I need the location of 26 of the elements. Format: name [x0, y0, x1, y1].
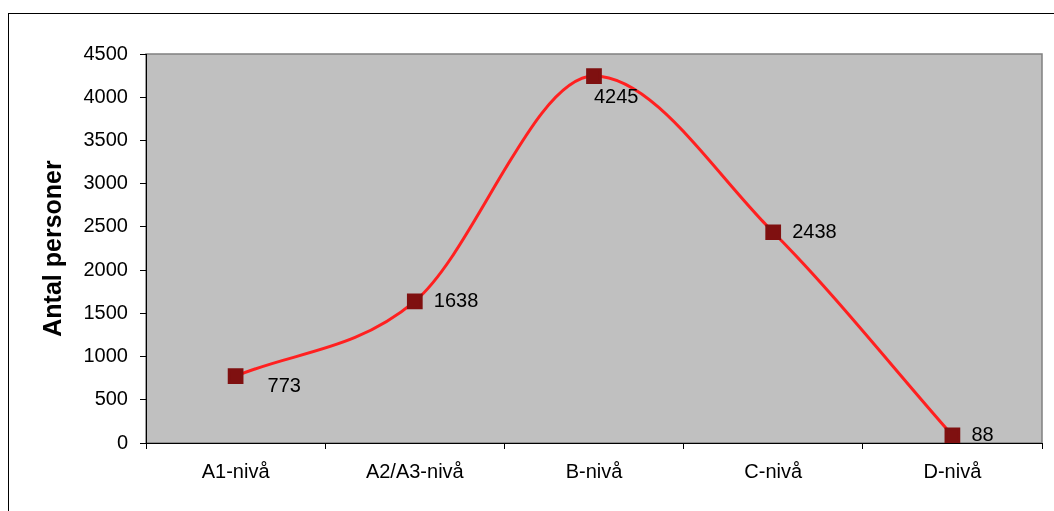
y-tick-label: 500: [94, 387, 128, 410]
x-tick-label: B-nivå: [565, 459, 624, 482]
y-tick-label: 2500: [83, 214, 128, 237]
x-tick-label: A2/A3-nivå: [365, 459, 465, 482]
y-tick-label: 2000: [83, 257, 128, 280]
point: [765, 224, 782, 241]
data-label: 88: [971, 422, 994, 445]
point: [406, 293, 423, 310]
point: [944, 427, 961, 443]
y-tick-label: 3500: [83, 127, 128, 150]
data-label: 773: [267, 373, 301, 396]
point: [586, 68, 602, 84]
point: [227, 368, 244, 385]
y-tick-label: 4500: [83, 41, 128, 64]
y-tick-label: 3000: [83, 171, 128, 194]
y-tick-label: 1000: [83, 344, 128, 367]
y-axis-title: Antal personer: [37, 160, 66, 337]
x-tick-label: C-nivå: [744, 459, 803, 482]
x-tick-label: D-nivå: [923, 459, 983, 482]
x-tick-label: A1-nivå: [201, 459, 271, 482]
y-tick-label: 4000: [83, 84, 128, 107]
y-tick-label: 0: [116, 430, 128, 453]
y-tick-label: 1500: [83, 300, 128, 323]
data-label: 1638: [433, 288, 479, 311]
data-label: 2438: [792, 219, 837, 242]
data-label: 4245: [594, 84, 639, 107]
